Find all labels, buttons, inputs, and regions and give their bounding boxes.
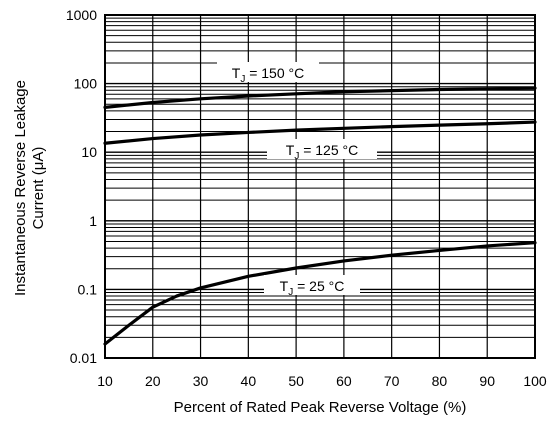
x-axis-label: Percent of Rated Peak Reverse Voltage (%… [173,399,467,416]
series-label-2: TJ = 25 °C [264,275,360,298]
y-tick-label: 0.1 [78,281,98,297]
x-tick-label: 100 [523,373,547,389]
series-label-1: TJ = 125 °C [267,139,377,162]
y-tick-label: 100 [74,76,98,92]
x-tick-label: 60 [336,373,352,389]
y-axis-label-line2: Current (μA) [30,146,47,230]
series-label-bg [217,62,319,82]
y-tick-label: 1 [89,213,97,229]
y-axis-label-line1: Instantaneous Reverse Leakage [12,80,29,296]
y-axis-label: Instantaneous Reverse Leakage Current (μ… [12,80,48,296]
x-tick-label: 30 [193,373,209,389]
series-line-0 [103,86,537,109]
plot-frame [104,14,536,359]
x-tick-label: 90 [479,373,495,389]
x-tick-label: 40 [241,373,257,389]
x-tick-label: 70 [384,373,400,389]
series-line-2 [103,241,537,346]
y-tick-label: 0.01 [70,350,97,366]
series-label-bg [264,275,360,295]
x-tick-label: 80 [432,373,448,389]
y-tick-label: 10 [81,144,97,160]
x-tick-label: 10 [97,373,113,389]
series-label-text: TJ = 150 °C [232,65,304,85]
series-label-text: TJ = 125 °C [286,142,358,162]
series-label-text: TJ = 25 °C [280,278,345,298]
series-label-0: TJ = 150 °C [217,62,319,85]
x-tick-label: 20 [145,373,161,389]
y-tick-label: 1000 [66,7,97,23]
series-label-bg [267,139,377,159]
series-line-1 [103,120,537,145]
x-tick-label: 50 [288,373,304,389]
